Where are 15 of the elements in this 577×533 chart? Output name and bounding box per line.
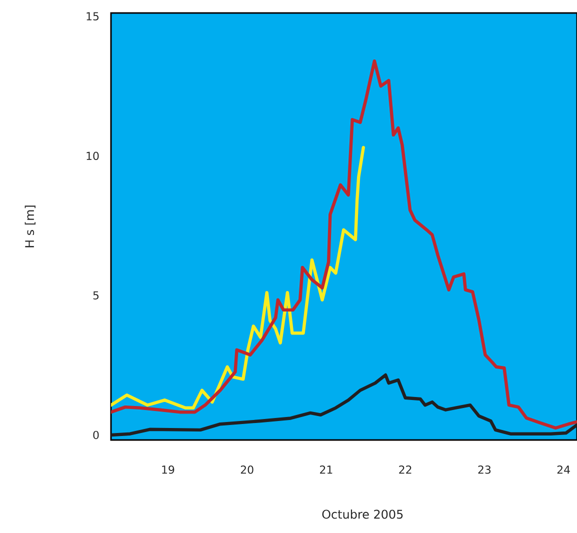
y-tick-label: 10 [86, 152, 99, 160]
y-tick-label: 15 [86, 12, 99, 20]
x-tick-label: 24 [557, 466, 570, 474]
x-tick-label: 22 [399, 466, 412, 474]
y-axis-title: H s [m] [24, 206, 36, 248]
x-tick-label: 23 [478, 466, 491, 474]
x-tick-label: 20 [240, 466, 254, 474]
x-tick-label: 19 [162, 466, 174, 474]
line-series [110, 59, 577, 430]
line-series [110, 373, 577, 437]
line-series [110, 146, 365, 410]
y-tick-label: 5 [93, 291, 99, 300]
x-axis-title: Octubre 2005 [322, 510, 403, 519]
x-tick-label: 21 [320, 466, 332, 474]
y-tick-label: 0 [93, 430, 99, 440]
